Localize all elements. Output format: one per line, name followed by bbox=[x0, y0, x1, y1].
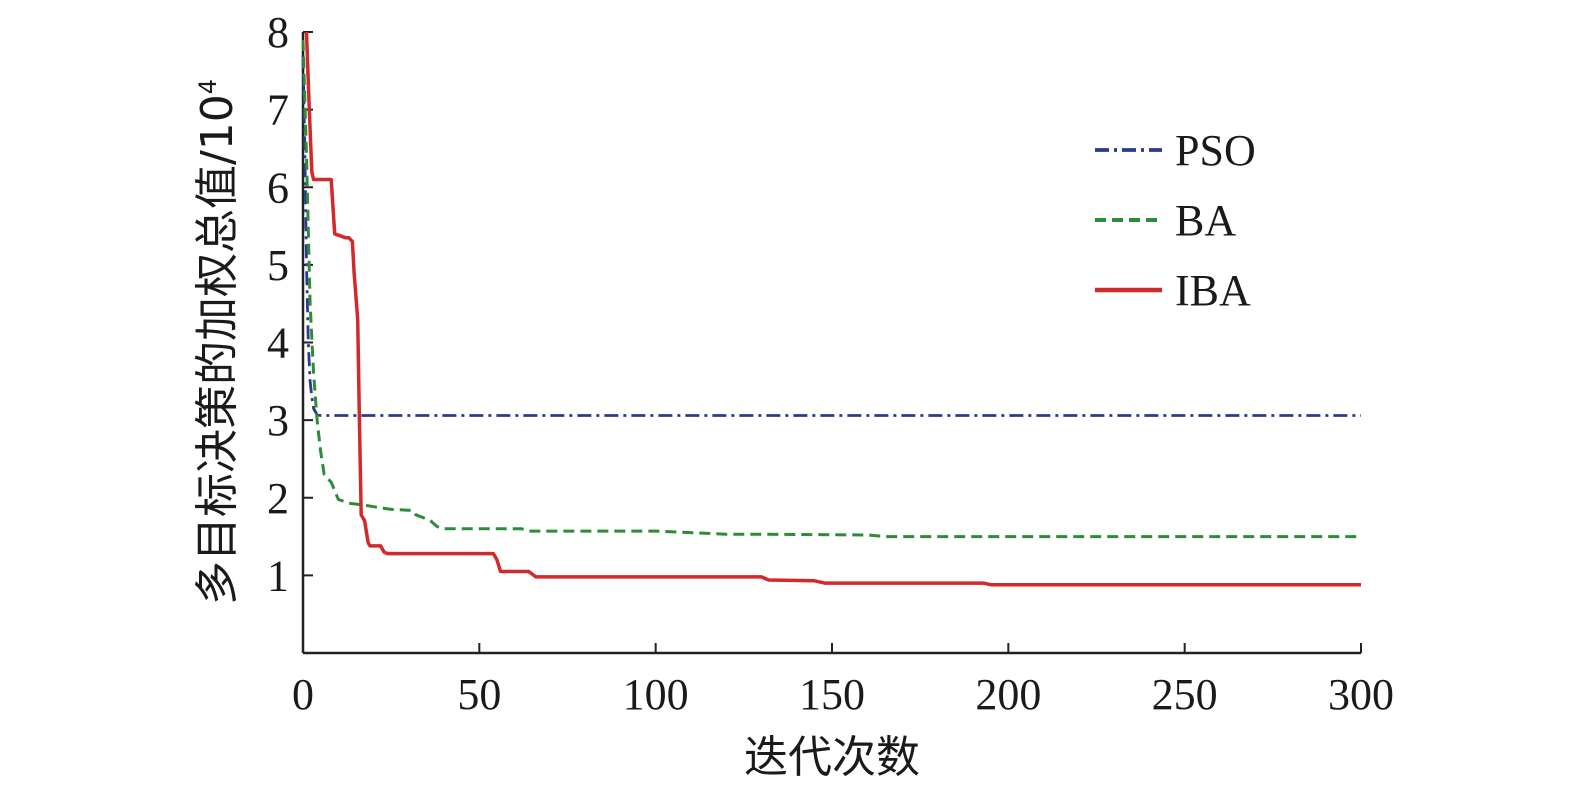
series-line-iba bbox=[304, 31, 1361, 587]
y-tick-label-8: 8 bbox=[267, 8, 289, 57]
legend-label-ba: BA bbox=[1175, 196, 1236, 245]
x-tick-label-150: 150 bbox=[799, 670, 865, 719]
ticks: 0 50 100 150 200 250 300 1 2 3 4 5 6 7 8 bbox=[267, 8, 1394, 719]
y-tick-label-1: 1 bbox=[267, 551, 289, 600]
series-line-ba bbox=[301, 39, 1361, 539]
legend: PSO BA IBA bbox=[1095, 126, 1256, 315]
legend-label-pso: PSO bbox=[1175, 126, 1256, 175]
y-axis-title-main: 多目标决策的加权总值/10 bbox=[192, 94, 243, 605]
y-tick-label-7: 7 bbox=[267, 86, 289, 135]
x-tick-label-250: 250 bbox=[1152, 670, 1218, 719]
y-tick-label-4: 4 bbox=[267, 319, 289, 368]
series-line-pso bbox=[301, 55, 1361, 417]
y-tick-label-5: 5 bbox=[267, 241, 289, 290]
x-tick-label-200: 200 bbox=[975, 670, 1041, 719]
x-tick-label-100: 100 bbox=[623, 670, 689, 719]
y-axis-title-superscript: 4 bbox=[194, 79, 222, 94]
series-group bbox=[301, 31, 1361, 587]
x-tick-label-0: 0 bbox=[292, 670, 314, 719]
y-tick-label-3: 3 bbox=[267, 396, 289, 445]
x-tick-label-300: 300 bbox=[1328, 670, 1394, 719]
y-axis-title: 多目标决策的加权总值/104 bbox=[192, 79, 243, 605]
x-axis-title: 迭代次数 bbox=[744, 732, 920, 783]
x-tick-label-50: 50 bbox=[457, 670, 501, 719]
y-tick-label-6: 6 bbox=[267, 163, 289, 212]
y-tick-label-2: 2 bbox=[267, 474, 289, 523]
legend-label-iba: IBA bbox=[1175, 266, 1251, 315]
